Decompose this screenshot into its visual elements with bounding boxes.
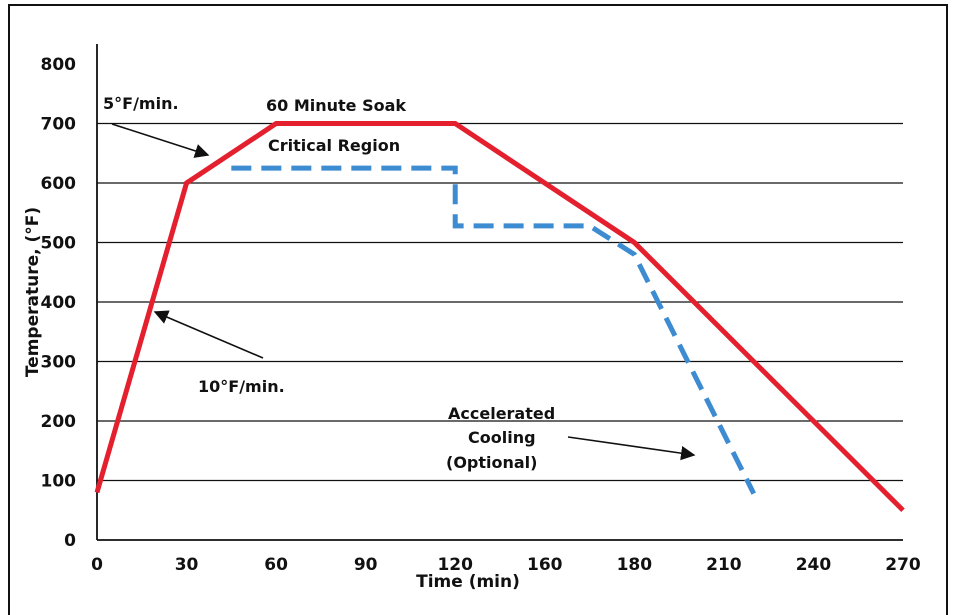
x-tick-label: 160 [527,555,563,575]
y-tick-label: 400 [41,293,77,313]
y-tick-label: 100 [41,472,77,492]
x-tick-label: 210 [706,555,742,575]
series-line-solid [94,121,905,513]
y-tick-label: 500 [41,234,77,254]
annotation-accelerated: Accelerated [448,404,555,423]
y-tick-label: 200 [41,412,77,432]
annotation-critical-region: Critical Region [268,136,400,155]
y-tick-label: 700 [41,115,77,135]
series-line-dashed [231,165,756,495]
y-tick-label: 0 [64,531,76,551]
x-tick-label: 30 [175,555,199,575]
arrow-rate-5 [111,123,210,158]
annotation-rate-10: 10°F/min. [198,377,285,396]
x-tick-label: 120 [437,555,473,575]
annotation-optional: (Optional) [446,453,537,472]
x-tick-label: 90 [354,555,378,575]
x-axis-title: Time (min) [416,572,520,592]
y-tick-label: 800 [41,55,77,75]
x-tick-label: 60 [264,555,288,575]
annotation-cooling: Cooling [468,428,536,447]
y-tick-label: 600 [41,174,77,194]
x-tick-label: 240 [796,555,832,575]
annotation-rate-5: 5°F/min. [103,94,179,113]
annotation-soak: 60 Minute Soak [266,96,406,115]
x-tick-label: 180 [617,555,653,575]
chart-frame [8,4,948,615]
x-tick-label: 270 [885,555,921,575]
arrow-rate-10 [153,310,264,359]
y-tick-label: 300 [41,353,77,373]
x-tick-label: 0 [91,555,103,575]
arrow-accelerated-cooling [567,436,696,461]
y-axis-title: Temperature, (°F) [23,207,43,377]
